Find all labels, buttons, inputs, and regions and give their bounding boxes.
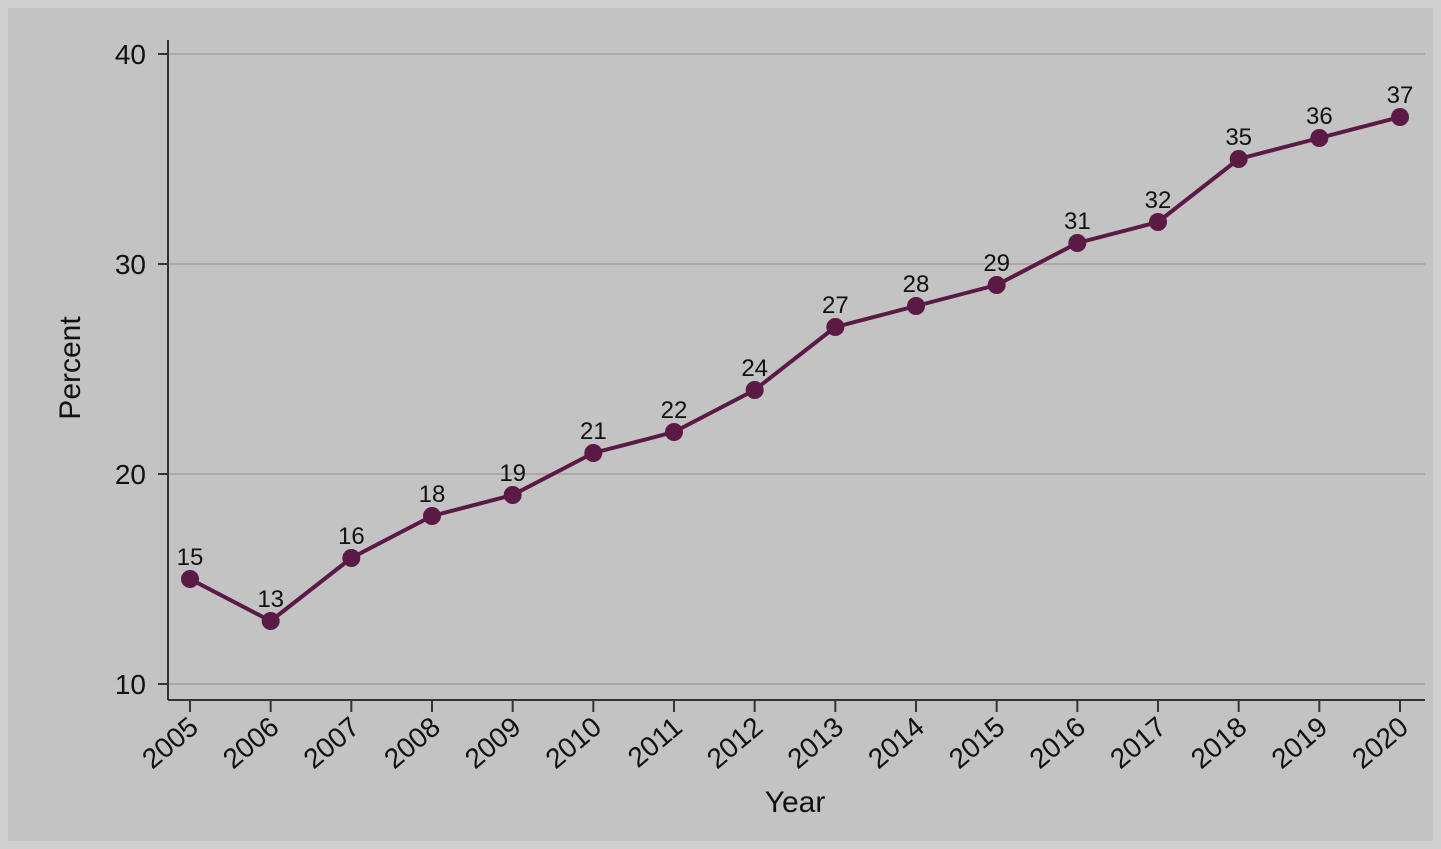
x-tick-label-2016: 2016: [1024, 711, 1092, 775]
data-point-2009: [503, 486, 522, 504]
data-point-2012: [745, 381, 764, 399]
grid-lines: [168, 53, 1425, 685]
data-label-2019: 36: [1306, 103, 1333, 130]
data-label-2008: 18: [419, 481, 446, 508]
x-tick-label-2010: 2010: [540, 711, 608, 775]
data-point-2010: [584, 444, 603, 462]
data-point-2008: [423, 507, 441, 525]
y-axis-title: Percent: [54, 316, 87, 420]
data-point-2020: [1391, 108, 1409, 126]
series: [181, 108, 1409, 630]
data-label-2015: 29: [983, 250, 1010, 277]
x-axis-title: Year: [765, 786, 826, 819]
y-tick-label-20: 20: [115, 459, 146, 490]
x-tick-label-2008: 2008: [378, 711, 446, 775]
x-tick-label-2014: 2014: [862, 711, 930, 775]
data-point-2013: [826, 318, 845, 336]
x-tick-label-2006: 2006: [217, 711, 285, 775]
data-point-2007: [342, 549, 361, 567]
axes: [167, 40, 1425, 701]
y-ticks: 10 20 30 40: [115, 39, 168, 700]
data-label-2016: 31: [1064, 208, 1091, 235]
data-label-2009: 19: [499, 460, 526, 487]
data-label-2010: 21: [580, 418, 607, 445]
x-tick-label-2005: 2005: [136, 711, 204, 775]
data-point-2018: [1229, 150, 1248, 168]
data-point-2014: [907, 297, 925, 315]
x-tick-label-2013: 2013: [782, 711, 850, 775]
data-point-2011: [665, 423, 683, 441]
data-point-2019: [1310, 129, 1329, 147]
y-tick-label-40: 40: [115, 39, 146, 70]
data-label-2006: 13: [257, 586, 284, 613]
y-tick-label-30: 30: [115, 249, 146, 280]
y-tick-label-10: 10: [115, 669, 146, 700]
data-label-2012: 24: [741, 355, 768, 382]
x-tick-label-2009: 2009: [459, 711, 527, 775]
data-label-2007: 16: [338, 523, 365, 550]
data-label-2011: 22: [661, 397, 688, 424]
data-label-2017: 32: [1145, 187, 1172, 214]
data-label-2013: 27: [822, 292, 849, 319]
data-label-2005: 15: [177, 544, 204, 571]
x-tick-label-2018: 2018: [1185, 711, 1253, 775]
data-point-2017: [1149, 213, 1167, 231]
x-tick-label-2015: 2015: [943, 711, 1011, 775]
data-label-2020: 37: [1387, 82, 1414, 109]
data-label-2014: 28: [903, 271, 930, 298]
data-point-2005: [181, 570, 199, 588]
x-tick-label-2012: 2012: [701, 711, 769, 775]
x-tick-label-2007: 2007: [298, 711, 366, 775]
data-label-2018: 35: [1225, 124, 1252, 151]
x-tick-label-2017: 2017: [1104, 711, 1172, 775]
x-tick-label-2011: 2011: [622, 711, 688, 773]
data-point-2015: [987, 276, 1006, 294]
series-line-0: [189, 115, 1401, 623]
chart-frame: [8, 8, 1433, 841]
x-tick-label-2019: 2019: [1266, 711, 1334, 775]
data-labels: 15 13 16 18 19 21 22 24 27 28 29 31 32 35 36 37: [177, 82, 1414, 613]
data-point-2006: [261, 612, 280, 630]
data-point-2016: [1068, 234, 1087, 252]
x-tick-label-2020: 2020: [1346, 711, 1414, 775]
x-ticks: 2005 2006 2007 2008 2009 2010 2011 2012 2013 2014…: [136, 700, 1414, 775]
